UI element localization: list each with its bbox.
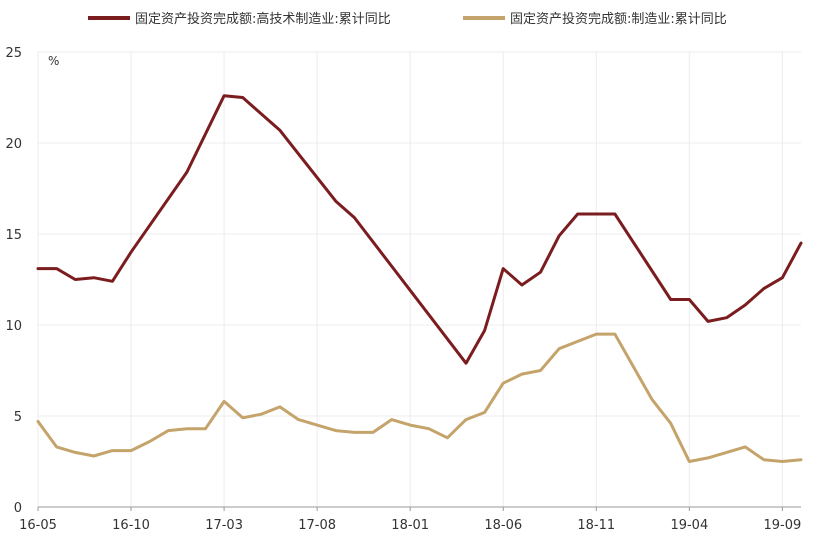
legend-label-high-tech: 固定资产投资完成额:高技术制造业:累计同比 [135,11,391,27]
y-axis-unit-label: % [48,54,59,68]
x-tick-label: 19-09 [763,518,801,533]
y-tick-label: 5 [14,410,22,425]
series-line-high-tech [36,94,803,365]
x-tick-label: 18-01 [391,518,429,533]
y-axis-ticks: 0 5 10 15 20 25 [5,46,22,516]
y-tick-label: 0 [14,501,22,516]
y-tick-label: 20 [5,137,22,152]
x-axis-ticks: 16-05 16-10 17-03 17-08 18-01 18-06 18-11 19-04… [19,507,801,533]
y-tick-label: 15 [5,228,22,243]
series-line-manufacturing [36,332,803,463]
x-tick-label: 16-05 [19,518,57,533]
x-tick-label: 18-06 [484,518,522,533]
legend-label-manufacturing: 固定资产投资完成额:制造业:累计同比 [510,11,727,27]
series-lines [36,94,803,463]
y-tick-label: 10 [5,319,22,334]
x-tick-label: 19-04 [670,518,708,533]
legend: 固定资产投资完成额:高技术制造业:累计同比 固定资产投资完成额:制造业:累计同比 [88,11,727,27]
x-tick-label: 17-08 [298,518,336,533]
y-tick-label: 25 [5,46,22,61]
x-tick-label: 18-11 [577,518,615,533]
x-tick-label: 16-10 [112,518,150,533]
x-tick-label: 17-03 [205,518,243,533]
grid-lines [37,51,801,507]
